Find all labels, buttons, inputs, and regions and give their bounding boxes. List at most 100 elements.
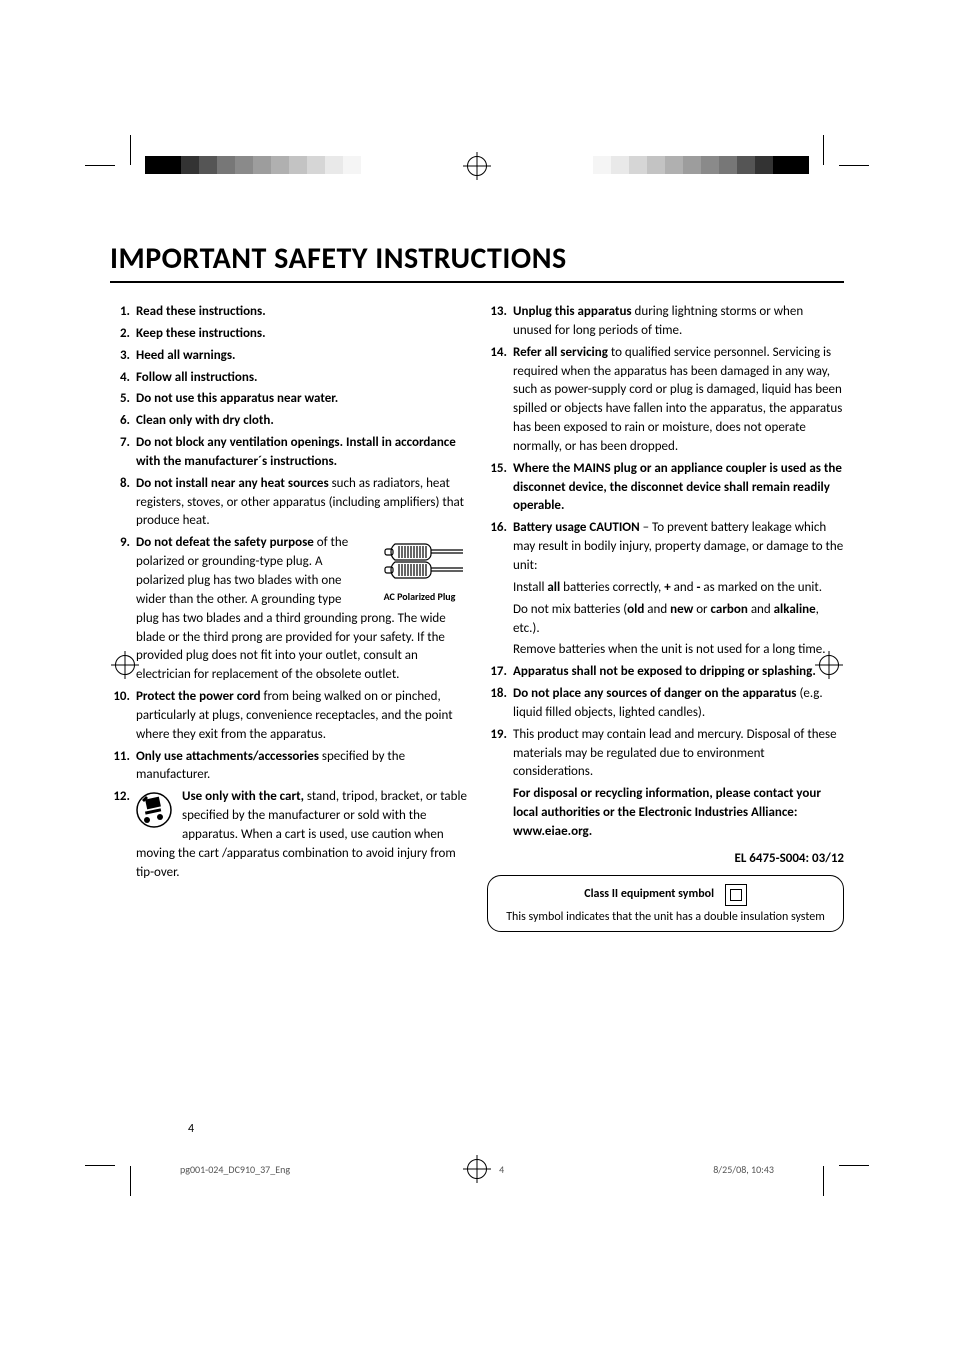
color-swatch (791, 156, 809, 174)
registration-mark-icon (819, 655, 839, 675)
color-swatch (701, 156, 719, 174)
color-swatch (379, 156, 397, 174)
color-swatch (683, 156, 701, 174)
item-body: Where the MAINS plug or an appliance cou… (513, 460, 844, 517)
cart-warning-icon (136, 790, 174, 837)
footer-date: 8/25/08, 10:43 (713, 1163, 774, 1176)
item-body: Heed all warnings. (136, 347, 467, 366)
item-body: Do not use this apparatus near water. (136, 390, 467, 409)
color-swatch (539, 156, 557, 174)
color-swatch (217, 156, 235, 174)
class2-title: Class II equipment symbol (584, 886, 714, 903)
item-body: Only use attachments/accessories specifi… (136, 748, 467, 786)
color-swatch (557, 156, 575, 174)
color-swatch (647, 156, 665, 174)
footer-file: pg001-024_DC910_37_Eng (180, 1163, 290, 1176)
color-swatch (773, 156, 791, 174)
color-swatch (593, 156, 611, 174)
color-swatch (397, 156, 415, 174)
item-number: 8. (110, 475, 136, 532)
item-body: Refer all servicing to qualified service… (513, 344, 844, 457)
el-code: EL 6475-S004: 03/12 (487, 850, 844, 869)
color-swatch (271, 156, 289, 174)
footer: pg001-024_DC910_37_Eng 4 8/25/08, 10:43 (180, 1163, 774, 1176)
color-swatch (755, 156, 773, 174)
item-number: 2. (110, 325, 136, 344)
page-number: 4 (188, 1122, 194, 1136)
color-swatch (611, 156, 629, 174)
color-swatch (665, 156, 683, 174)
item-body: Do not install near any heat sources suc… (136, 475, 467, 532)
color-swatch (325, 156, 343, 174)
item-number: 6. (110, 412, 136, 431)
instruction-item: 12.Use only with the cart, stand, tripod… (110, 788, 467, 882)
color-swatch (737, 156, 755, 174)
color-swatch (163, 156, 181, 174)
instruction-item: 7.Do not block any ventilation openings.… (110, 434, 467, 472)
item-body: AC Polarized PlugDo not defeat the safet… (136, 534, 467, 685)
color-swatch (719, 156, 737, 174)
class2-symbol-icon (725, 884, 747, 906)
color-bar-right (539, 156, 809, 174)
color-swatch (307, 156, 325, 174)
page-content: IMPORTANT SAFETY INSTRUCTIONS 1.Read the… (0, 0, 954, 932)
color-swatch (181, 156, 199, 174)
item-number: 18. (487, 685, 513, 723)
instruction-item: 18.Do not place any sources of danger on… (487, 685, 844, 723)
instruction-item: 8.Do not install near any heat sources s… (110, 475, 467, 532)
item-body: Keep these instructions. (136, 325, 467, 344)
item-number: 12. (110, 788, 136, 882)
footer-page: 4 (499, 1163, 504, 1176)
color-swatch (235, 156, 253, 174)
item-body: Protect the power cord from being walked… (136, 688, 467, 745)
item-number: 5. (110, 390, 136, 409)
color-swatch (199, 156, 217, 174)
item-number: 4. (110, 369, 136, 388)
instruction-item: 5.Do not use this apparatus near water. (110, 390, 467, 409)
item-body: Unplug this apparatus during lightning s… (513, 303, 844, 341)
item-body: Use only with the cart, stand, tripod, b… (136, 788, 467, 882)
item-body: This product may contain lead and mercur… (513, 726, 844, 842)
item-number: 17. (487, 663, 513, 682)
color-bar-left (145, 156, 415, 174)
instruction-item: 17.Apparatus shall not be exposed to dri… (487, 663, 844, 682)
item-number: 11. (110, 748, 136, 786)
instruction-list-right: 13.Unplug this apparatus during lightnin… (487, 303, 844, 842)
instruction-item: 16.Battery usage CAUTION – To prevent ba… (487, 519, 844, 660)
class2-box: Class II equipment symbol This symbol in… (487, 875, 844, 933)
item-body: Battery usage CAUTION – To prevent batte… (513, 519, 844, 660)
item-number: 19. (487, 726, 513, 842)
instruction-item: 6.Clean only with dry cloth. (110, 412, 467, 431)
instruction-item: 14.Refer all servicing to qualified serv… (487, 344, 844, 457)
instruction-item: 19.This product may contain lead and mer… (487, 726, 844, 842)
instruction-item: 15.Where the MAINS plug or an appliance … (487, 460, 844, 517)
instruction-item: 3.Heed all warnings. (110, 347, 467, 366)
column-left: 1.Read these instructions. 2.Keep these i… (110, 303, 467, 932)
instruction-item: 9.AC Polarized PlugDo not defeat the saf… (110, 534, 467, 685)
page-title: IMPORTANT SAFETY INSTRUCTIONS (110, 240, 844, 283)
item-number: 14. (487, 344, 513, 457)
item-body: Read these instructions. (136, 303, 467, 322)
column-right: 13.Unplug this apparatus during lightnin… (487, 303, 844, 932)
registration-mark-icon (467, 156, 487, 176)
item-number: 15. (487, 460, 513, 517)
item-body: Do not block any ventilation openings. I… (136, 434, 467, 472)
item-number: 16. (487, 519, 513, 660)
instruction-item: 1.Read these instructions. (110, 303, 467, 322)
instruction-item: 11.Only use attachments/accessories spec… (110, 748, 467, 786)
color-swatch (253, 156, 271, 174)
class2-subtitle: This symbol indicates that the unit has … (498, 910, 833, 926)
item-number: 7. (110, 434, 136, 472)
item-body: Follow all instructions. (136, 369, 467, 388)
columns: 1.Read these instructions. 2.Keep these i… (110, 303, 844, 932)
color-swatch (289, 156, 307, 174)
registration-mark-icon (115, 655, 135, 675)
ac-plug-figure: AC Polarized Plug (372, 536, 467, 602)
color-swatch (145, 156, 163, 174)
color-swatch (629, 156, 647, 174)
instruction-list-left: 1.Read these instructions. 2.Keep these i… (110, 303, 467, 882)
item-number: 10. (110, 688, 136, 745)
instruction-item: 10.Protect the power cord from being wal… (110, 688, 467, 745)
item-number: 13. (487, 303, 513, 341)
color-swatch (361, 156, 379, 174)
